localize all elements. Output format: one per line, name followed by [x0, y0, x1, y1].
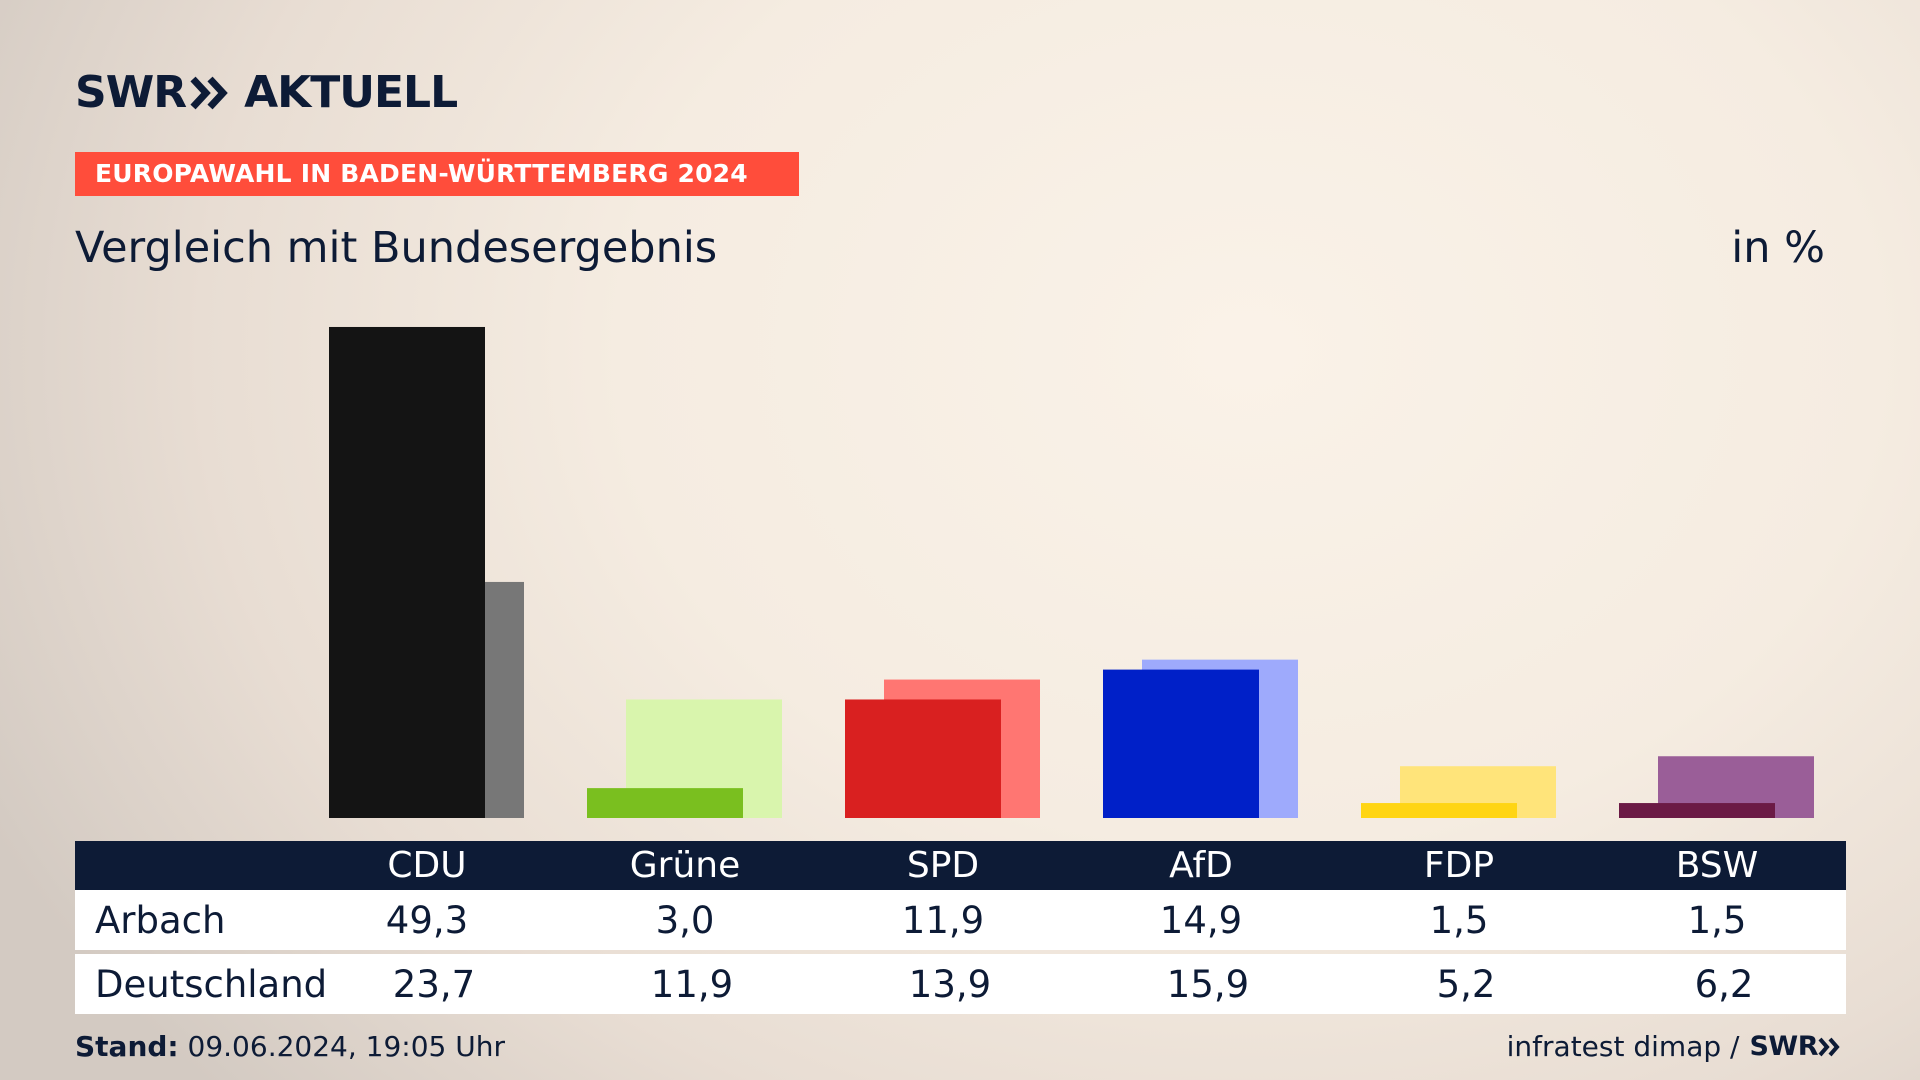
source-brand: SWR [1749, 1031, 1818, 1062]
logo-aktuell-text: AKTUELL [244, 67, 458, 118]
row-label-deutschland: Deutschland [95, 962, 328, 1006]
bar-chart [329, 326, 1814, 818]
swr-aktuell-logo: SWR AKTUELL [75, 67, 458, 118]
column-header-cdu: CDU [387, 845, 467, 886]
stand-value: 09.06.2024, 19:05 Uhr [187, 1030, 505, 1063]
row-values-arbach: 49,3 3,0 11,9 14,9 1,5 1,5 [298, 899, 1846, 942]
cell-deutschland-spd: 13,9 [908, 962, 992, 1006]
table-header: CDU Grüne SPD AfD FDP BSW [75, 841, 1846, 890]
cell-deutschland-afd: 15,9 [1166, 962, 1250, 1006]
double-chevron-icon [190, 76, 228, 110]
cell-arbach-bsw: 1,5 [1687, 898, 1747, 942]
bar-arbach-cdu [329, 326, 485, 818]
bar-arbach-grüne [587, 788, 743, 818]
bar-arbach-afd [1103, 669, 1259, 818]
bar-arbach-bsw [1619, 803, 1775, 818]
cell-arbach-fdp: 1,5 [1429, 898, 1489, 942]
column-header-grüne: Grüne [629, 845, 741, 886]
cell-arbach-afd: 14,9 [1159, 898, 1243, 942]
cell-deutschland-grüne: 11,9 [650, 962, 734, 1006]
cell-arbach-cdu: 49,3 [385, 898, 469, 942]
unit-label: in % [1731, 223, 1825, 273]
bar-arbach-fdp [1361, 803, 1517, 818]
timestamp: Stand: 09.06.2024, 19:05 Uhr [75, 1030, 505, 1063]
results-table: CDU Grüne SPD AfD FDP BSW Arbach 49,3 3,0 11,9 1… [75, 841, 1846, 1014]
table-row-deutschland: Deutschland 23,7 11,9 13,9 15,9 5,2 6,2 [75, 954, 1846, 1014]
column-header-fdp: FDP [1423, 845, 1495, 886]
election-kicker: EUROPAWAHL IN BADEN-WÜRTTEMBERG 2024 [75, 152, 799, 196]
cell-deutschland-cdu: 23,7 [392, 962, 476, 1006]
source-credit: infratest dimap / SWR [1507, 1030, 1842, 1063]
cell-arbach-spd: 11,9 [901, 898, 985, 942]
cell-deutschland-fdp: 5,2 [1436, 962, 1496, 1006]
column-header-afd: AfD [1169, 845, 1233, 886]
chart-title: Vergleich mit Bundesergebnis [75, 223, 718, 273]
table-row-arbach: Arbach 49,3 3,0 11,9 14,9 1,5 1,5 [75, 890, 1846, 950]
stand-label: Stand: [75, 1030, 179, 1063]
double-chevron-icon [1818, 1037, 1840, 1056]
source-text: infratest dimap / [1506, 1030, 1740, 1063]
header-columns: CDU Grüne SPD AfD FDP BSW [298, 845, 1846, 886]
row-label-arbach: Arbach [95, 898, 226, 942]
cell-arbach-grüne: 3,0 [655, 898, 715, 942]
column-header-spd: SPD [906, 845, 980, 886]
row-values-deutschland: 23,7 11,9 13,9 15,9 5,2 6,2 [305, 963, 1853, 1006]
bar-arbach-spd [845, 699, 1001, 818]
cell-deutschland-bsw: 6,2 [1694, 962, 1754, 1006]
logo-swr-text: SWR [75, 67, 187, 118]
column-header-bsw: BSW [1675, 845, 1759, 886]
